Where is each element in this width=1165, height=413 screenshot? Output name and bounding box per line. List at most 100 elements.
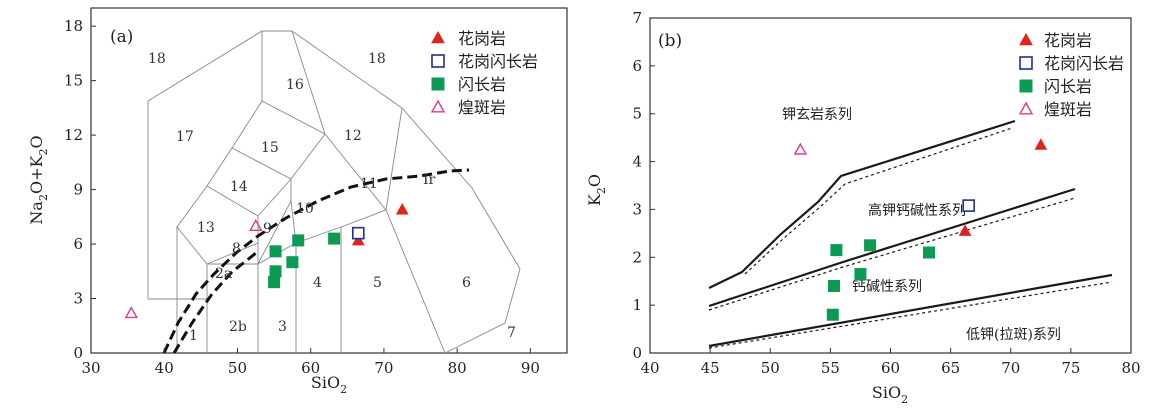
data-point-open-square	[1019, 56, 1033, 70]
y-tick-label: 0	[73, 344, 83, 362]
calc-alkaline-series-label: 钙碱性系列	[852, 279, 922, 295]
shoshonite-boundary	[708, 119, 1016, 289]
data-point-filled-square	[1019, 79, 1033, 93]
data-point-filled-square	[826, 308, 839, 321]
field-label: 17	[176, 129, 194, 145]
field-line	[324, 133, 387, 211]
y-title-part: O	[27, 135, 46, 148]
data-point-filled-square	[854, 268, 867, 281]
high-k-series-label: 高钾钙碱性系列	[868, 202, 966, 219]
field-label: 2a	[215, 266, 232, 282]
y-title-sub: 2	[595, 187, 608, 194]
tas-diagram-panel: (a) 18 18	[27, 7, 568, 396]
y-tick-label: 1	[632, 296, 642, 314]
y-tick-label: 6	[73, 235, 83, 253]
field-label: 1	[189, 328, 198, 344]
y-tick-label: 3	[632, 200, 642, 218]
data-point-open-triangle	[1018, 101, 1034, 115]
data-point-filled-square	[292, 234, 305, 247]
panel-b-y-axis-title: K2O	[585, 174, 608, 206]
y-title-sub: 2	[37, 149, 50, 156]
y-title-part: O+K	[27, 155, 46, 195]
low-k-boundary-alt	[708, 281, 1113, 349]
legend-entry-label: 煌斑岩	[1044, 100, 1092, 119]
field-number-labels: 18 18 16 17 15 12 14 11 Ir 13 10 9 8 2a …	[148, 51, 516, 344]
field-line	[231, 100, 326, 180]
field-label: 11	[360, 176, 378, 192]
field-label: 16	[286, 77, 304, 93]
panel-a-label: (a)	[110, 27, 133, 47]
y-title-part: Na	[27, 201, 46, 225]
legend-entry-label: 花岗岩	[458, 29, 506, 48]
x-title-main: SiO	[311, 373, 340, 392]
field-label: 18	[148, 51, 166, 67]
data-point-filled-triangle	[431, 30, 445, 44]
legend-entry-label: 花岗岩	[1044, 31, 1092, 50]
low-k-series-label: 低钾(拉斑)系列	[966, 327, 1061, 343]
y-tick-label: 12	[64, 126, 83, 144]
series-boundary-lines	[708, 119, 1113, 348]
y-tick-label: 6	[632, 57, 642, 75]
x-title-sub: 2	[340, 383, 347, 396]
data-point-filled-triangle	[1034, 138, 1048, 150]
y-tick-label: 3	[73, 290, 83, 308]
x-tick-label: 90	[521, 359, 540, 377]
field-label: 13	[197, 220, 215, 236]
x-tick-label: 50	[228, 359, 247, 377]
field-label: 9	[263, 221, 272, 237]
field-label: Ir	[423, 172, 436, 188]
series-boundary-dashed	[708, 127, 1113, 349]
x-tick-label: 65	[941, 359, 960, 377]
panel-b-points	[793, 138, 1048, 321]
field-line	[206, 263, 259, 353]
data-point-open-square	[351, 226, 365, 240]
y-tick-label: 7	[632, 9, 642, 27]
data-point-open-triangle	[124, 306, 138, 319]
data-point-filled-square	[269, 245, 282, 258]
field-line	[257, 178, 292, 217]
data-point-filled-triangle	[958, 224, 972, 236]
field-label: 3	[278, 319, 287, 335]
field-line	[176, 185, 259, 243]
field-line	[206, 242, 259, 265]
data-point-filled-square	[431, 77, 445, 91]
k2o-sio2-panel: (b) 钾玄岩系列 高钾钙碱性系列 钙碱性系列 低钾(拉斑)系列 40 45 50 5…	[585, 9, 1141, 406]
x-title-main: SiO	[872, 383, 901, 402]
panel-b-label: (b)	[658, 31, 682, 51]
shoshonite-series-label: 钾玄岩系列	[782, 106, 852, 123]
data-point-filled-square	[286, 256, 299, 269]
y-title-part: O	[585, 174, 604, 187]
field-label: 4	[313, 275, 322, 291]
x-tick-label: 75	[1061, 359, 1080, 377]
x-tick-label: 80	[448, 359, 467, 377]
x-tick-label: 40	[155, 359, 174, 377]
y-tick-label: 18	[64, 17, 83, 35]
data-point-filled-square	[830, 244, 843, 257]
data-point-filled-square	[827, 280, 840, 292]
x-tick-label: 45	[701, 359, 720, 377]
y-title-sub: 2	[37, 194, 50, 201]
panel-a-y-axis-title: Na2O+K2O	[27, 135, 50, 224]
field-label: 10	[296, 201, 314, 217]
y-tick-label: 15	[64, 72, 83, 90]
data-point-filled-square	[922, 246, 935, 259]
alkaline-subalkaline-divide	[162, 168, 470, 354]
data-point-filled-triangle	[395, 203, 409, 215]
field-label: 15	[261, 140, 279, 156]
data-point-open-triangle	[793, 142, 808, 155]
tas-field-boundaries	[147, 30, 521, 354]
field-label: 12	[344, 128, 362, 144]
data-point-filled-square	[268, 276, 281, 289]
field-label: 5	[373, 275, 382, 291]
legend-entry-label: 闪长岩	[1044, 77, 1092, 96]
x-tick-label: 55	[821, 359, 840, 377]
x-tick-label: 30	[81, 359, 100, 377]
high-k-boundary-alt	[708, 197, 1076, 311]
legend-entry-label: 花岗闪长岩	[458, 52, 538, 71]
high-k-boundary	[708, 187, 1076, 308]
